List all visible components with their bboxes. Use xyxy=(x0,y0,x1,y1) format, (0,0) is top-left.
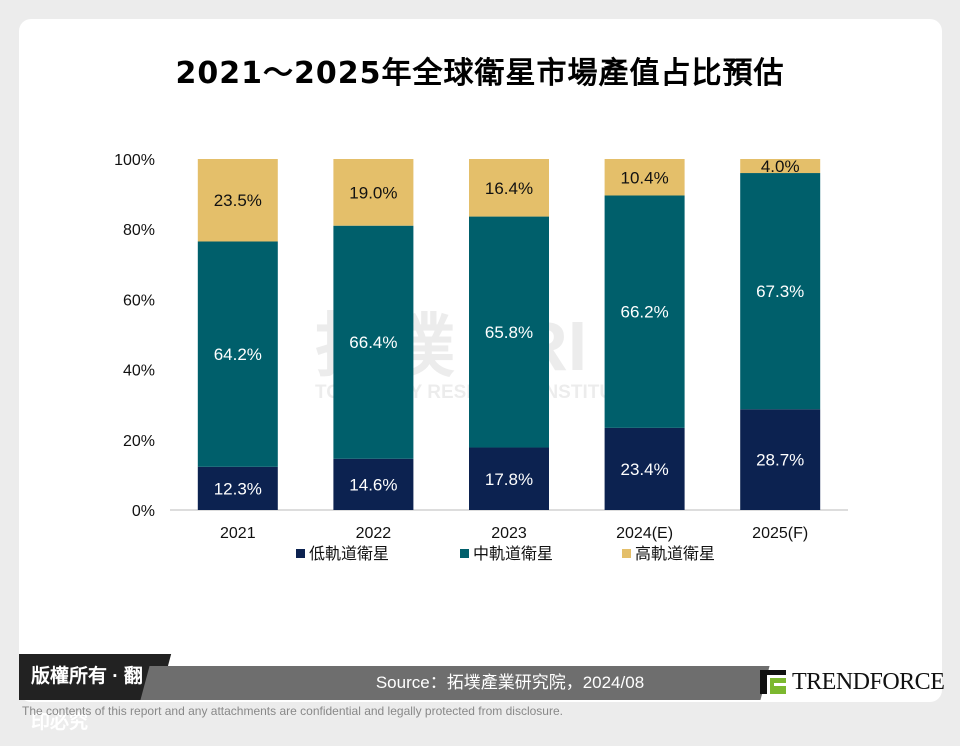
data-label: 19.0% xyxy=(349,183,397,202)
data-label: 16.4% xyxy=(485,179,533,198)
x-tick-label: 2022 xyxy=(356,525,392,542)
x-tick-label: 2025(F) xyxy=(752,525,808,542)
x-tick-label: 2024(E) xyxy=(616,525,673,542)
chart-title: 2021～2025年全球衛星市場產值占比預估 xyxy=(175,56,785,91)
bar-segment xyxy=(740,173,821,410)
data-label: 23.4% xyxy=(620,460,668,479)
bar-segment xyxy=(333,159,414,226)
data-label: 12.3% xyxy=(214,479,262,498)
bar-segment xyxy=(604,427,685,510)
bar-segment xyxy=(197,466,278,510)
y-tick-label: 0% xyxy=(132,503,155,520)
data-label: 64.2% xyxy=(214,345,262,364)
y-tick-label: 60% xyxy=(123,292,155,309)
y-tick-label: 100% xyxy=(114,152,155,169)
y-tick-label: 20% xyxy=(123,433,155,450)
bar-segment xyxy=(604,195,685,428)
legend-swatch xyxy=(460,549,469,558)
legend-label: 中軌道衛星 xyxy=(473,545,553,563)
bar-segment xyxy=(469,216,549,448)
bar-segment xyxy=(333,225,414,459)
data-label: 67.3% xyxy=(756,282,804,301)
data-label: 28.7% xyxy=(756,451,804,470)
data-label: 4.0% xyxy=(761,157,800,176)
y-tick-label: 40% xyxy=(123,363,155,380)
trendforce-icon xyxy=(760,670,786,694)
bar-segment xyxy=(197,241,278,467)
disclaimer: The contents of this report and any atta… xyxy=(22,704,563,718)
data-label: 66.2% xyxy=(620,303,668,322)
x-tick-label: 2021 xyxy=(220,525,256,542)
x-tick-label: 2023 xyxy=(491,525,527,542)
legend-label: 高軌道衛星 xyxy=(635,545,715,563)
data-label: 14.6% xyxy=(349,475,397,494)
brand-name: TRENDFORCE xyxy=(792,668,945,695)
y-tick-label: 80% xyxy=(123,222,155,239)
data-label: 66.4% xyxy=(349,333,397,352)
legend-swatch xyxy=(296,549,305,558)
legend-swatch xyxy=(622,549,631,558)
trendforce-logo: TRENDFORCE xyxy=(760,664,945,700)
data-label: 10.4% xyxy=(620,168,668,187)
copyright-label: 版權所有 · 翻印必究 xyxy=(19,654,159,733)
data-label: 23.5% xyxy=(214,191,262,210)
bar-segment xyxy=(197,159,278,242)
legend-label: 低軌道衛星 xyxy=(309,545,389,563)
stacked-bar-chart: 0% 20% 40% 60% 80% 100% 12.3% 64.2% 23.5% 2021 14.… xyxy=(114,152,848,563)
bar-segment xyxy=(333,458,414,510)
bar-segment xyxy=(604,159,685,196)
data-label: 17.8% xyxy=(485,470,533,489)
source-label: Source：拓墣產業研究院，2024/08 xyxy=(375,673,645,692)
bar-segment xyxy=(469,447,549,510)
bar-segment xyxy=(740,409,821,510)
bar-segment xyxy=(740,159,821,174)
data-label: 65.8% xyxy=(485,323,533,342)
bar-segment xyxy=(469,159,549,217)
